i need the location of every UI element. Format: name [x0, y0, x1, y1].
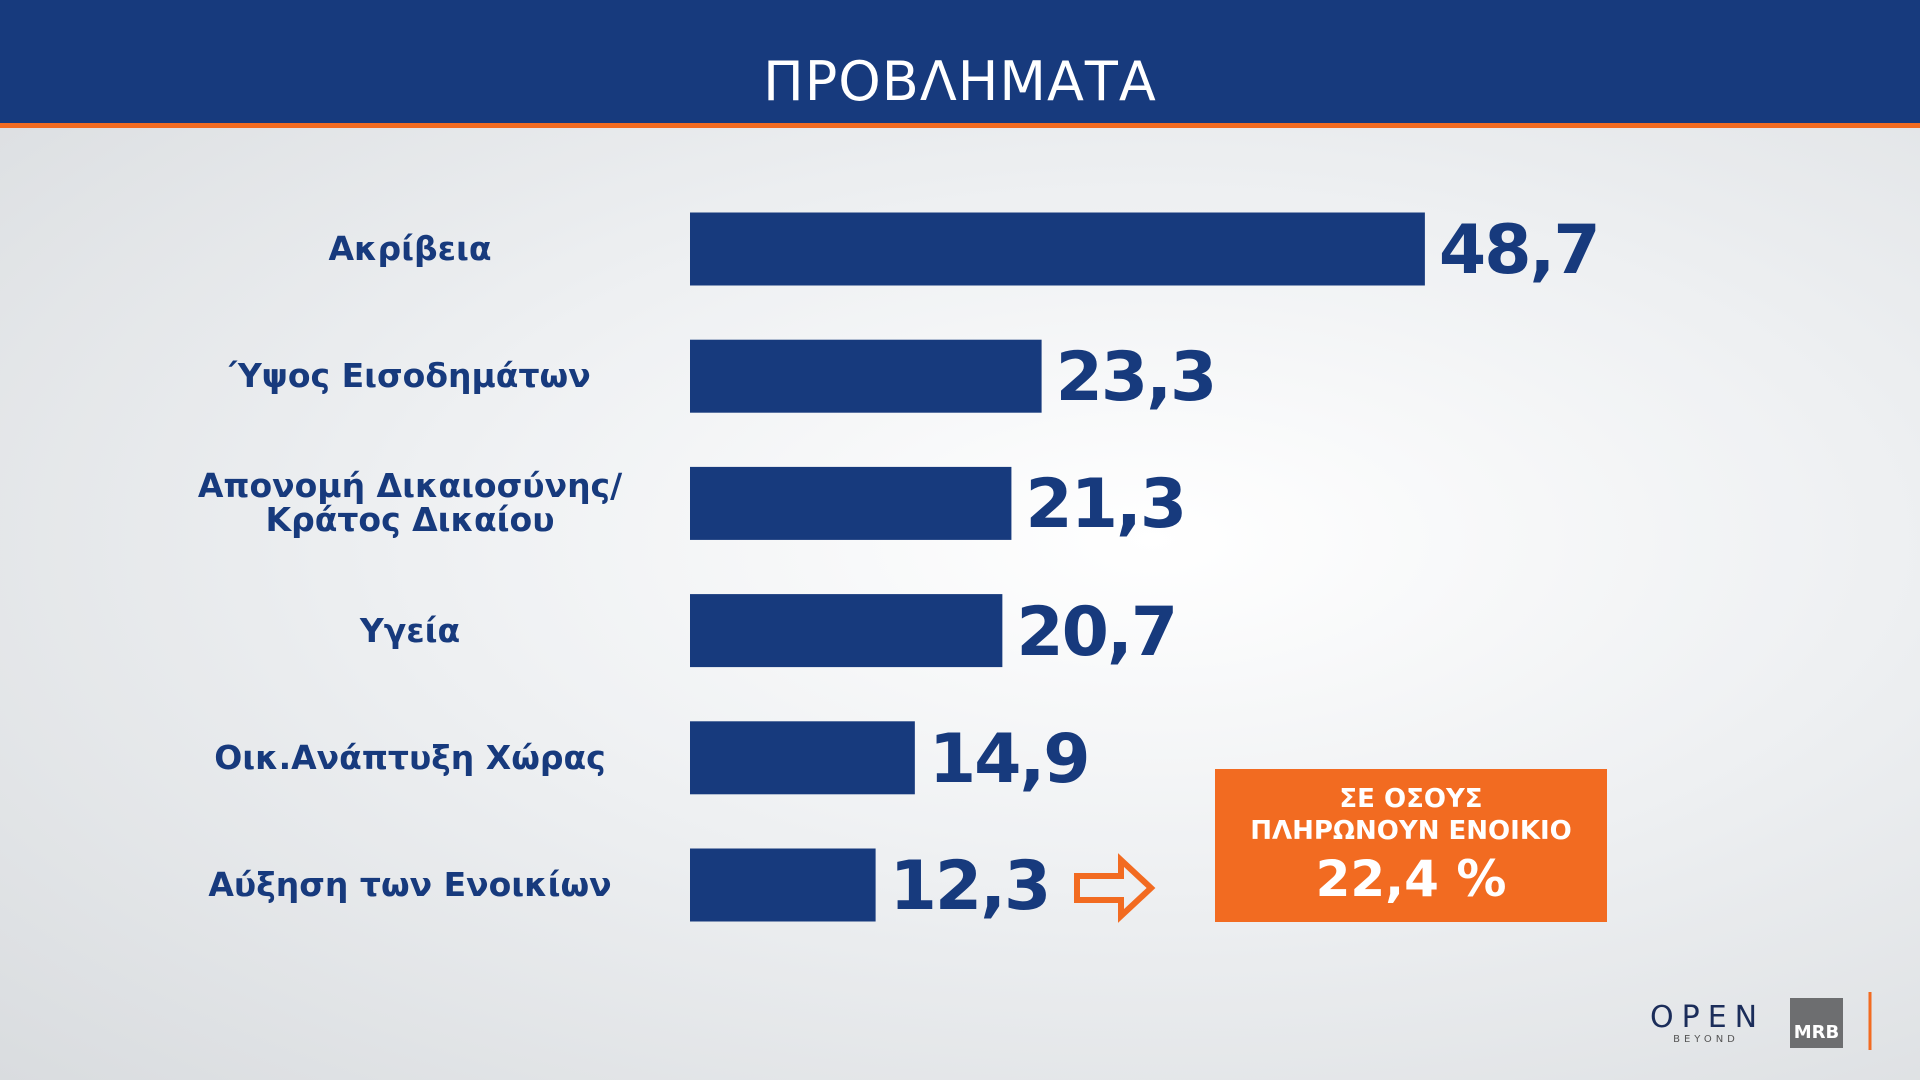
value-label: 23,3: [1055, 338, 1218, 418]
bar: [690, 848, 876, 922]
chart-title: ΠΡΟΒΛΗΜΑΤΑ: [763, 50, 1157, 113]
callout-line: ΣΕ ΟΣΟΥΣ: [1339, 784, 1483, 814]
value-label: 14,9: [928, 719, 1091, 799]
logo-tagline: BEYOND: [1673, 1034, 1739, 1045]
bar: [690, 212, 1425, 286]
callout-value: 22,4 %: [1315, 850, 1507, 908]
header: [0, 0, 1920, 128]
value-label: 20,7: [1016, 592, 1178, 672]
callout: ΣΕ ΟΣΟΥΣ ΠΛΗΡΩΝΟΥΝ ΕΝΟΙΚΙΟ 22,4 %: [1215, 769, 1607, 922]
category-label: Ύψος Εισοδημάτων: [229, 356, 591, 396]
value-label: 12,3: [889, 847, 1052, 926]
value-label: 21,3: [1025, 465, 1187, 545]
category-label: Υγεία: [359, 610, 461, 650]
category-label: Απονομή Δικαιοσύνης/ Κράτος Δικαίου: [197, 466, 623, 540]
value-label: 48,7: [1438, 211, 1601, 290]
bar: [690, 721, 915, 795]
category-label: Οικ.Ανάπτυξη Χώρας: [214, 737, 606, 777]
arrow: [1074, 853, 1156, 923]
category-label: Ακρίβεια: [328, 229, 492, 268]
bar: [690, 466, 1012, 540]
bar: [690, 594, 1003, 668]
logo-text: OPEN: [1650, 1000, 1766, 1035]
logo-mrb: MRB: [1793, 1022, 1840, 1043]
logo-box: [1790, 998, 1843, 1048]
category-label: Αύξηση των Ενοικίων: [208, 865, 612, 904]
bar: [690, 339, 1042, 413]
callout-line: ΠΛΗΡΩΝΟΥΝ ΕΝΟΙΚΙΟ: [1250, 816, 1572, 846]
